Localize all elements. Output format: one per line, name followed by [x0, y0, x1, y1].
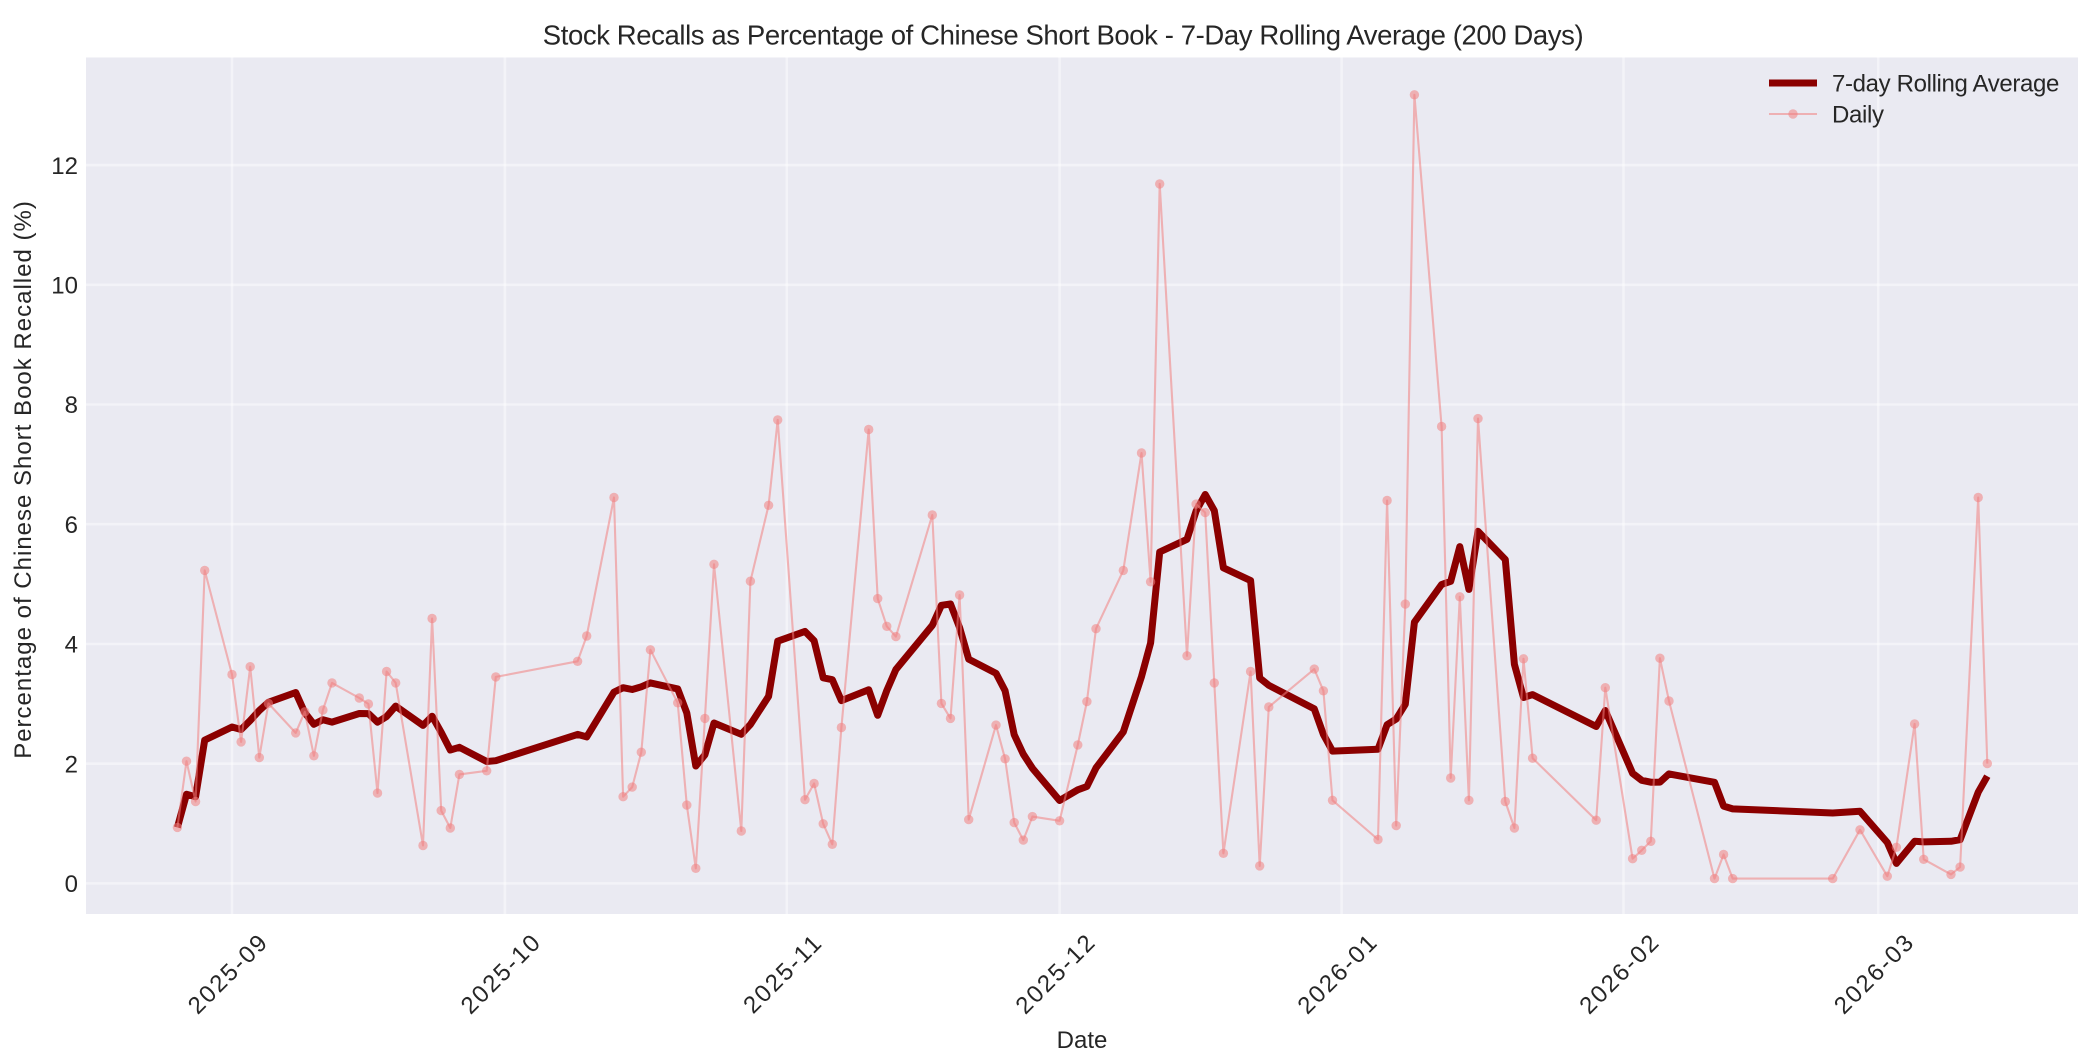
- svg-text:7-day Rolling Average: 7-day Rolling Average: [1832, 71, 2059, 98]
- svg-text:Date: Date: [1057, 1027, 1108, 1050]
- svg-text:Stock Recalls as Percentage of: Stock Recalls as Percentage of Chinese S…: [543, 20, 1583, 51]
- svg-text:Daily: Daily: [1832, 102, 1884, 129]
- svg-text:10: 10: [51, 273, 78, 300]
- svg-text:Percentage of Chinese Short Bo: Percentage of Chinese Short Book Recalle…: [10, 200, 37, 759]
- svg-text:2: 2: [65, 751, 78, 778]
- svg-text:0: 0: [65, 871, 78, 898]
- svg-text:4: 4: [65, 632, 78, 659]
- svg-text:12: 12: [51, 153, 78, 180]
- svg-text:6: 6: [65, 512, 78, 539]
- svg-text:8: 8: [65, 392, 78, 419]
